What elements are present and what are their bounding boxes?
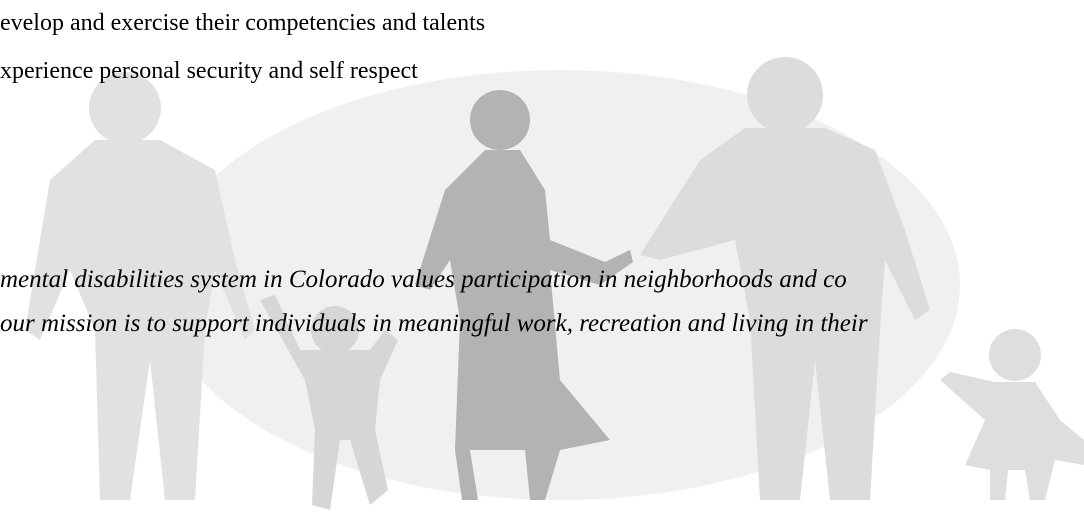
text-line: xperience personal security and self res… [0,58,418,85]
mission-line: our mission is to support individuals in… [0,310,868,338]
text-line: evelop and exercise their competencies a… [0,10,485,37]
page: evelop and exercise their competencies a… [0,0,1084,529]
girl-right [940,329,1084,500]
mission-line: mental disabilities system in Colorado v… [0,266,847,294]
